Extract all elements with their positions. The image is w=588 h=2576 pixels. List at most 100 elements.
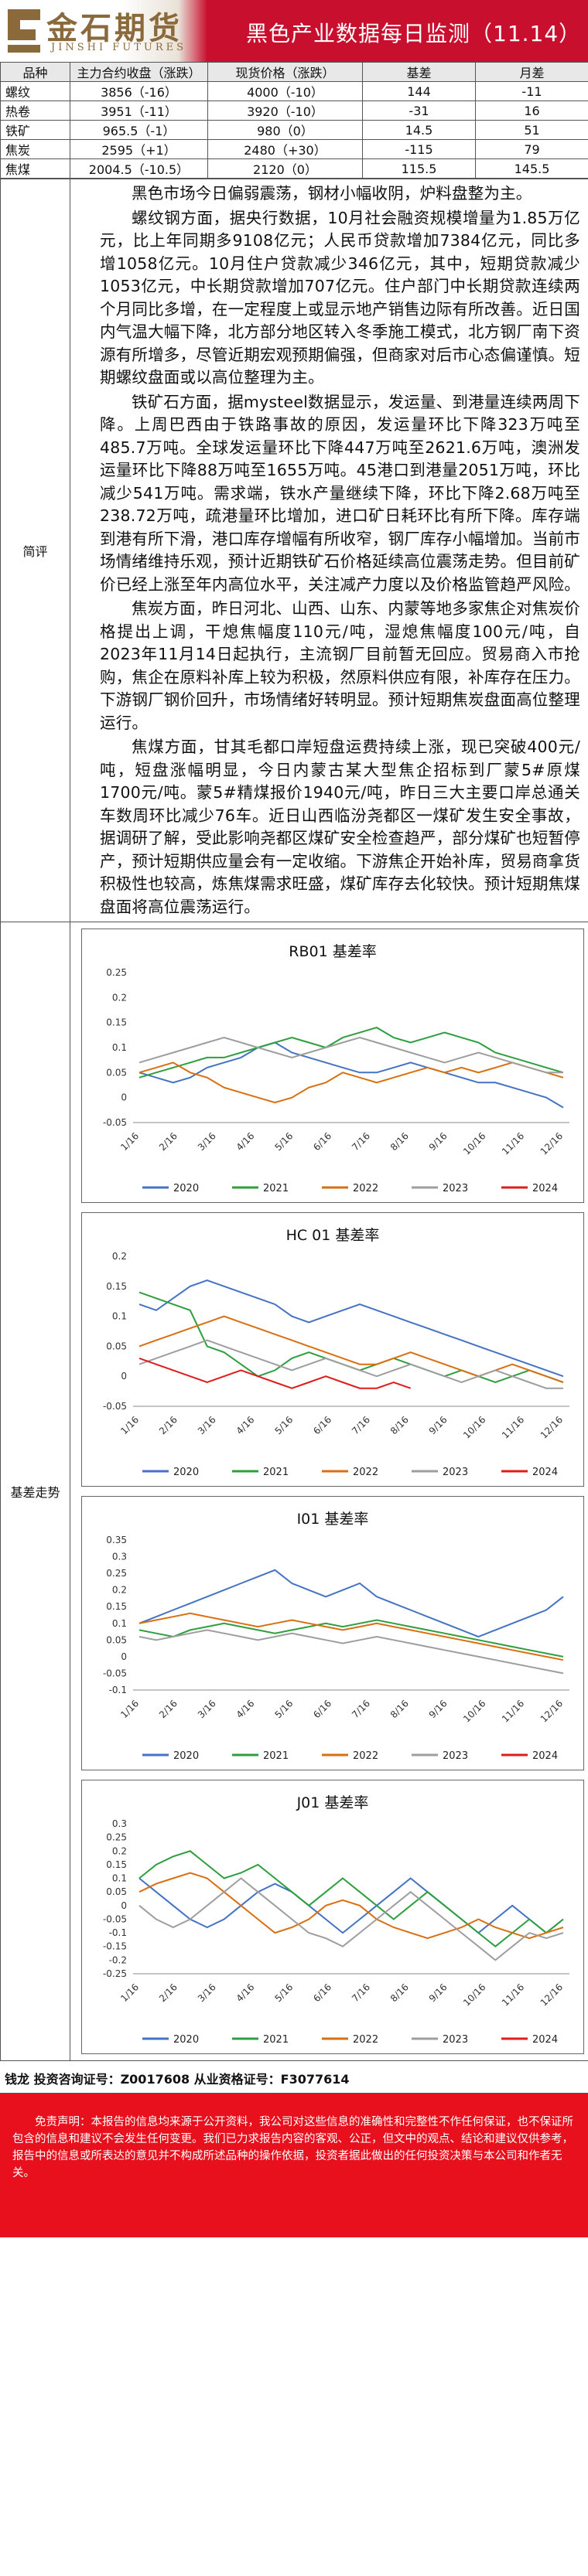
series-line-2021: [138, 1027, 564, 1078]
basis-chart-i01: I01 基差率 0.35 0.3 0.25 0.2 0.15 0.1 0.05 0 -0.05 -…: [81, 1496, 584, 1770]
x-tick-label: 11/16: [500, 1981, 526, 2008]
basis-charts: RB01 基差率 0.25 0.2 0.15 0.1 0.05 0 -0.05 1/16 2/1…: [70, 922, 588, 2061]
logo: 金石期货 JINSHI FUTURES: [0, 0, 207, 62]
series-line-2023: [138, 1877, 564, 1961]
legend-label: 2020: [173, 1467, 199, 1478]
table-cell: 145.5: [475, 158, 588, 179]
y-tick-label: -0.15: [103, 1941, 127, 1952]
table-row: 热卷 3951（-11） 3920（-10） -31 16: [0, 101, 588, 121]
table-cell: 焦煤: [0, 158, 70, 179]
y-tick-label: 0.2: [112, 1845, 127, 1856]
legend-label: 2021: [263, 2034, 289, 2046]
x-tick-label: 6/16: [311, 1981, 333, 2004]
series-line-2023: [138, 1629, 564, 1675]
x-tick-label: 7/16: [350, 1981, 372, 2004]
table-cell: 3856（-16）: [70, 81, 208, 101]
series-line-2020: [138, 1041, 564, 1109]
x-tick-label: 10/16: [461, 1698, 487, 1724]
x-tick-label: 11/16: [500, 1130, 526, 1157]
x-tick-label: 2/16: [157, 1414, 179, 1436]
x-tick-label: 4/16: [234, 1130, 257, 1153]
series-line-2024: [138, 1357, 412, 1389]
x-tick-label: 8/16: [388, 1414, 411, 1436]
basis-chart-j01: J01 基差率 0.3 0.25 0.2 0.15 0.1 0.05 0 -0.05 -0.1 -…: [81, 1780, 584, 2054]
y-tick-label: -0.05: [103, 1668, 127, 1678]
y-tick-label: 0.25: [106, 1568, 127, 1579]
y-tick-label: 0.1: [112, 1042, 127, 1053]
table-cell: 965.5（-1）: [70, 120, 208, 140]
commentary-label: 简评: [0, 179, 70, 922]
legend-label: 2024: [532, 2034, 558, 2046]
y-tick-label: 0.15: [106, 1281, 127, 1292]
table-row: 焦煤 2004.5（-10.5） 2120（0） 115.5 145.5: [0, 158, 588, 179]
y-tick-label: 0.05: [106, 1067, 127, 1078]
x-tick-label: 3/16: [196, 1130, 218, 1153]
x-tick-label: 3/16: [196, 1981, 218, 2004]
x-tick-label: 10/16: [461, 1130, 487, 1157]
commentary-paragraph: 铁矿石方面，据mysteel数据显示，发运量、到港量连续两周下降。上周巴西由于铁…: [100, 392, 580, 594]
table-cell: 热卷: [0, 101, 70, 121]
table-cell: 16: [475, 101, 588, 121]
y-tick-label: 0.15: [106, 1017, 127, 1028]
analyst-credentials: 钱龙 投资咨询证号：Z0017608 从业资格证号：F3077614: [0, 2061, 588, 2094]
x-tick-label: 3/16: [196, 1414, 218, 1436]
commentary-paragraph: 螺纹钢方面，据央行数据，10月社会融资规模增量为1.85万亿元，比上年同期多91…: [100, 208, 580, 387]
table-header: 主力合约收盘（涨跌）: [70, 62, 208, 82]
x-tick-label: 2/16: [157, 1698, 179, 1720]
y-tick-label: -0.1: [109, 1685, 127, 1695]
y-tick-label: -0.25: [103, 1968, 127, 1979]
table-cell: 螺纹: [0, 81, 70, 101]
y-tick-label: -0.1: [109, 1927, 127, 1938]
page-title: 黑色产业数据每日监测（11.14）: [246, 21, 582, 46]
table-cell: 2004.5（-10.5）: [70, 158, 208, 179]
y-tick-label: 0.05: [106, 1634, 127, 1645]
y-tick-label: 0: [121, 1371, 127, 1382]
commentary-row: 简评 黑色市场今日偏弱震荡，钢材小幅收阴，炉料盘整为主。 螺纹钢方面，据央行数据…: [0, 179, 588, 922]
y-tick-label: -0.05: [103, 1913, 127, 1924]
series-line-2021: [138, 1619, 564, 1658]
commentary-paragraph: 黑色市场今日偏弱震荡，钢材小幅收阴，炉料盘整为主。: [132, 184, 532, 203]
table-cell: -115: [362, 139, 476, 159]
legend-label: 2023: [443, 1467, 468, 1478]
x-tick-label: 12/16: [538, 1698, 565, 1724]
x-tick-label: 5/16: [272, 1414, 295, 1436]
x-tick-label: 1/16: [118, 1414, 141, 1436]
y-tick-label: 0.15: [106, 1601, 127, 1612]
legend-label: 2023: [443, 1183, 468, 1194]
chart-plot: 0.3 0.25 0.2 0.15 0.1 0.05 0 -0.05 -0.1 -0.15 -0.2…: [103, 1818, 569, 2046]
x-tick-label: 3/16: [196, 1698, 218, 1720]
y-tick-label: -0.05: [103, 1401, 127, 1412]
legend-label: 2023: [443, 2034, 468, 2046]
page-header: 金石期货 JINSHI FUTURES 黑色产业数据每日监测（11.14）: [0, 0, 588, 62]
table-cell: 3951（-11）: [70, 101, 208, 121]
legend-label: 2022: [353, 2034, 378, 2046]
logo-text: 金石期货: [46, 11, 183, 46]
x-tick-label: 8/16: [388, 1698, 411, 1720]
legend-label: 2024: [532, 1183, 558, 1194]
x-tick-label: 4/16: [234, 1981, 257, 2004]
table-cell: 115.5: [362, 158, 476, 179]
y-tick-label: 0.35: [106, 1535, 127, 1545]
legend-label: 2020: [173, 1750, 199, 1762]
y-tick-label: 0.05: [106, 1886, 127, 1897]
y-tick-label: 0.25: [106, 967, 127, 978]
table-cell: -31: [362, 101, 476, 121]
table-row: 铁矿 965.5（-1） 980（0） 14.5 51: [0, 120, 588, 140]
table-cell: 14.5: [362, 120, 476, 140]
x-tick-label: 9/16: [427, 1981, 450, 2004]
series-line-2022: [138, 1061, 564, 1104]
table-header: 现货价格（涨跌）: [207, 62, 363, 82]
x-tick-label: 11/16: [500, 1698, 526, 1724]
y-tick-label: 0.3: [112, 1552, 127, 1562]
series-line-2023: [138, 1339, 563, 1389]
y-tick-label: 0.1: [112, 1311, 127, 1322]
chart-title: I01 基差率: [296, 1511, 369, 1528]
table-cell: 铁矿: [0, 120, 70, 140]
legend-label: 2022: [353, 1467, 378, 1478]
series-line-2023: [138, 1037, 563, 1074]
y-tick-label: 0.1: [112, 1873, 127, 1884]
y-tick-label: 0.2: [112, 1251, 127, 1262]
x-tick-label: 1/16: [118, 1698, 141, 1720]
y-tick-label: 0.05: [106, 1341, 127, 1351]
x-tick-label: 7/16: [350, 1414, 372, 1436]
